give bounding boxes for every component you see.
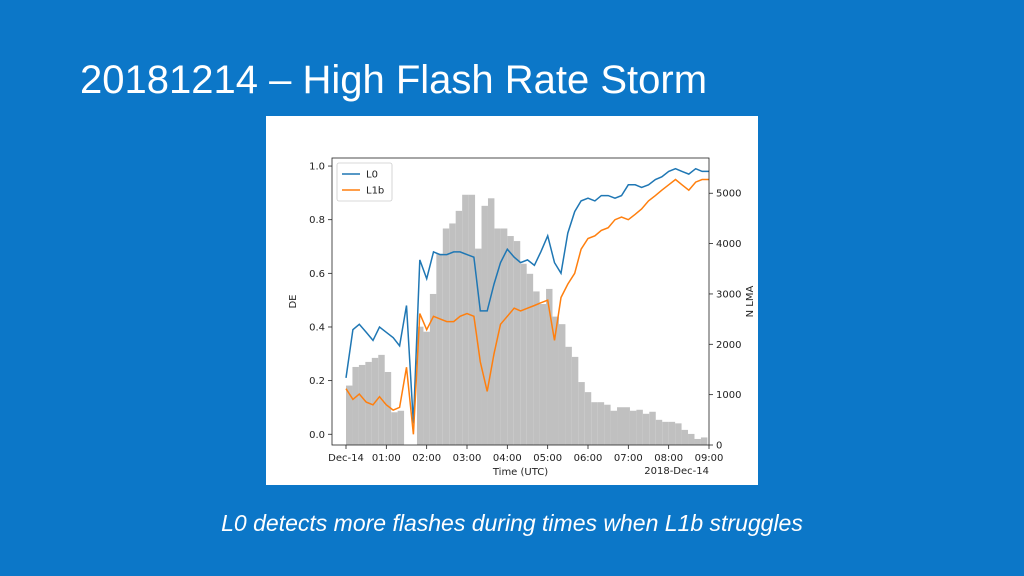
y-tick-label: 1.0 xyxy=(309,162,325,173)
x-tick-label: 04:00 xyxy=(493,453,522,464)
histogram-bar xyxy=(449,223,456,445)
slide-title: 20181214 – High Flash Rate Storm xyxy=(80,58,708,102)
y2-tick-label: 1000 xyxy=(716,390,741,401)
histogram-bar xyxy=(597,402,605,445)
y-tick-label: 0.0 xyxy=(309,430,325,441)
histogram-bar xyxy=(565,346,572,445)
x-tick-label: 02:00 xyxy=(412,453,441,464)
histogram-bar xyxy=(397,410,405,445)
histogram-bar xyxy=(649,411,656,445)
histogram-bar xyxy=(526,273,534,445)
histogram-bar xyxy=(617,407,624,445)
slide-caption: L0 detects more flashes during times whe… xyxy=(221,510,803,536)
y2-tick-label: 3000 xyxy=(716,289,741,300)
histogram-bar xyxy=(571,356,579,445)
y-tick-label: 0.6 xyxy=(309,269,325,280)
histogram-bar xyxy=(462,194,469,445)
x-tick-label: 08:00 xyxy=(654,453,683,464)
x-tick-label: 07:00 xyxy=(614,453,643,464)
histogram-bar xyxy=(358,364,366,445)
lma-histogram xyxy=(346,194,708,445)
y-tick-label: 0.2 xyxy=(309,376,325,387)
histogram-bar xyxy=(436,253,443,445)
histogram-bar xyxy=(629,410,637,445)
histogram-bar xyxy=(546,288,553,445)
histogram-bar xyxy=(662,421,669,445)
x-tick-label: 01:00 xyxy=(372,453,401,464)
histogram-bar xyxy=(513,241,521,445)
histogram-bar xyxy=(655,419,663,445)
histogram-bar xyxy=(578,382,585,445)
histogram-bar xyxy=(429,293,437,445)
y-axis-right: 0 1000 2000 3000 4000 5000 xyxy=(709,189,741,452)
chart-figure: Dec-14 01:00 02:00 03:00 04:00 05:00 06:00 07:0… xyxy=(266,116,758,485)
histogram-bar xyxy=(481,205,488,445)
histogram-bar xyxy=(416,326,424,445)
legend-box xyxy=(336,162,393,202)
histogram-bar xyxy=(668,421,676,445)
legend-label-l1b: L1b xyxy=(366,186,384,197)
histogram-bar xyxy=(694,438,701,445)
histogram-bar xyxy=(688,433,695,445)
histogram-bar xyxy=(675,423,682,445)
y-axis-label: DE xyxy=(288,294,299,308)
series-line-l0 xyxy=(345,167,709,424)
histogram-bar xyxy=(610,410,618,445)
histogram-bar xyxy=(591,402,598,445)
y2-tick-label: 4000 xyxy=(716,239,741,250)
x-tick-label: 05:00 xyxy=(533,453,562,464)
histogram-bar xyxy=(391,412,398,445)
x-tick-label: 03:00 xyxy=(453,453,482,464)
series-line-l1b xyxy=(345,178,709,435)
x-tick-label: 06:00 xyxy=(574,453,603,464)
histogram-bar xyxy=(558,324,566,445)
y-axis-left: 0.0 0.2 0.4 0.6 0.8 1.0 xyxy=(309,162,332,441)
x-axis: Dec-14 01:00 02:00 03:00 04:00 05:00 06:00 07:0… xyxy=(328,445,723,464)
histogram-bar xyxy=(487,198,495,445)
de-vs-lma-chart: Dec-14 01:00 02:00 03:00 04:00 05:00 06:00 07:0… xyxy=(288,157,756,478)
histogram-bar xyxy=(552,316,559,445)
histogram-bar xyxy=(584,392,592,445)
histogram-bar xyxy=(533,291,540,445)
histogram-bar xyxy=(468,194,476,445)
x-axis-label: Time (UTC) xyxy=(492,467,548,478)
histogram-bar xyxy=(352,366,359,445)
histogram-bar xyxy=(346,385,353,445)
histogram-bar xyxy=(384,371,392,445)
histogram-bar xyxy=(700,437,708,445)
histogram-bar xyxy=(507,236,514,445)
histogram-bar xyxy=(500,228,508,445)
y2-tick-label: 2000 xyxy=(716,340,741,351)
histogram-bar xyxy=(681,429,689,445)
de-lines xyxy=(345,167,709,435)
plot-frame xyxy=(331,157,710,446)
y2-axis-label: N LMA xyxy=(745,285,756,317)
histogram-bar xyxy=(642,413,650,445)
y2-tick-label: 0 xyxy=(716,441,722,452)
histogram-bar xyxy=(520,263,527,445)
x-tick-label: 09:00 xyxy=(695,453,724,464)
histogram-bar xyxy=(423,331,430,445)
histogram-bar xyxy=(604,404,611,445)
x-tick-label: Dec-14 xyxy=(328,453,364,464)
histogram-bar xyxy=(623,407,630,445)
legend-label-l0: L0 xyxy=(366,170,378,181)
histogram-bar xyxy=(636,409,643,445)
histogram-bar xyxy=(539,304,547,445)
y-tick-label: 0.4 xyxy=(309,322,325,333)
histogram-bar xyxy=(442,228,450,445)
y2-tick-label: 5000 xyxy=(716,189,741,200)
y-tick-label: 0.8 xyxy=(309,215,325,226)
date-label: 2018-Dec-14 xyxy=(644,466,709,477)
histogram-bar xyxy=(455,210,463,445)
